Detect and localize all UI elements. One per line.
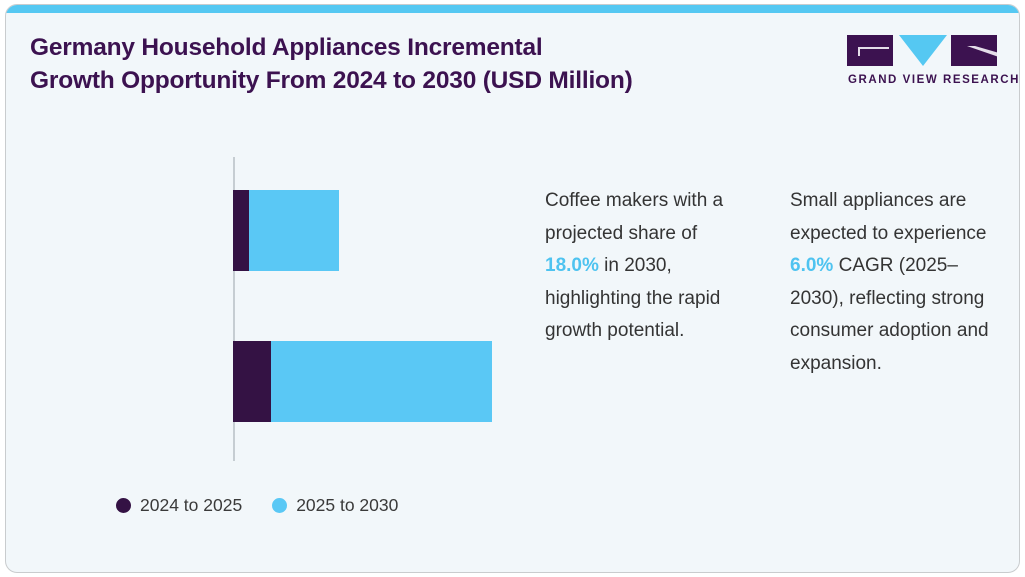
callout-highlight-value: 18.0% — [545, 255, 599, 277]
logo-r-slash-icon — [967, 46, 997, 57]
bar-segment-2024-2025 — [233, 341, 271, 422]
legend-label: 2025 to 2030 — [296, 495, 399, 515]
infographic-card: Germany Household Appliances Incremental… — [5, 4, 1020, 573]
grand-view-research-logo: GRAND VIEW RESEARCH — [847, 33, 1018, 95]
bar-segment-2025-2030 — [271, 341, 492, 422]
top-accent-bar — [6, 5, 1019, 13]
legend-label: 2024 to 2025 — [140, 495, 243, 515]
callout-text-after: CAGR (2025–2030), reflecting strong cons… — [790, 255, 989, 374]
legend-swatch-icon — [116, 498, 131, 513]
legend-swatch-icon — [272, 498, 288, 513]
legend-item-2025-2030: 2025 to 2030 — [272, 495, 398, 516]
bar-row-small-appliances — [233, 190, 339, 271]
y-axis-line — [233, 157, 235, 461]
callout-highlight-value: 6.0% — [790, 255, 834, 277]
legend-item-2024-2025: 2024 to 2025 — [116, 495, 242, 516]
callout-coffee-makers: Coffee makers with a projected share of … — [545, 185, 745, 348]
logo-wordmark: GRAND VIEW RESEARCH — [848, 74, 1020, 86]
bar-segment-2024-2025 — [233, 190, 249, 271]
bar-segment-2025-2030 — [249, 190, 339, 271]
bar-row-major-appliances — [233, 341, 492, 422]
logo-letter-r-icon — [951, 35, 997, 66]
header: Germany Household Appliances Incremental… — [6, 13, 1019, 105]
callout-text-before: Small appliances are expected to experie… — [790, 190, 987, 244]
logo-marks — [847, 33, 997, 69]
logo-letter-v-icon — [899, 35, 947, 66]
stacked-bar-chart: Small Appliances Major Appliances — [6, 105, 526, 525]
callout-small-appliances-cagr: Small appliances are expected to experie… — [790, 185, 990, 381]
logo-letter-g-icon — [847, 35, 893, 66]
callout-text-after: in 2030, highlighting the rapid growth p… — [545, 255, 721, 342]
callout-text-before: Coffee makers with a projected share of — [545, 190, 724, 244]
chart-legend: 2024 to 2025 2025 to 2030 — [116, 495, 398, 516]
page-title: Germany Household Appliances Incremental… — [30, 34, 633, 94]
